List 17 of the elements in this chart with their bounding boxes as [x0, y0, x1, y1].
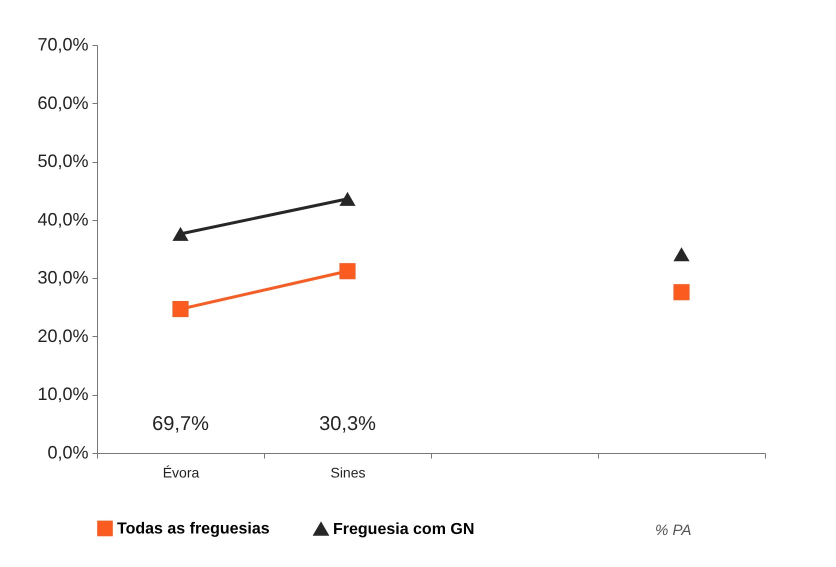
x-tick-label: Sines [330, 464, 366, 480]
text: % PA [655, 522, 692, 539]
y-tick-label: 70,0% [37, 34, 88, 54]
y-tick-label: 0,0% [47, 442, 88, 462]
point [673, 247, 690, 262]
legend-label: Freguesia com GN [333, 520, 474, 538]
point [673, 284, 690, 300]
x-tick-label: Évora [162, 464, 200, 480]
y-tick-label: 20,0% [37, 326, 88, 346]
y-tick-label: 30,0% [37, 268, 88, 288]
legend-label: Todas as freguesias [117, 520, 270, 538]
annotation: 30,3% [319, 412, 376, 435]
y-tick-label: 50,0% [37, 151, 88, 172]
y-tick-label: 10,0% [37, 384, 88, 404]
y-tick-label: 60,0% [37, 92, 88, 113]
annotation: 69,7% [152, 412, 210, 435]
y-tick-label: 40,0% [37, 209, 88, 230]
